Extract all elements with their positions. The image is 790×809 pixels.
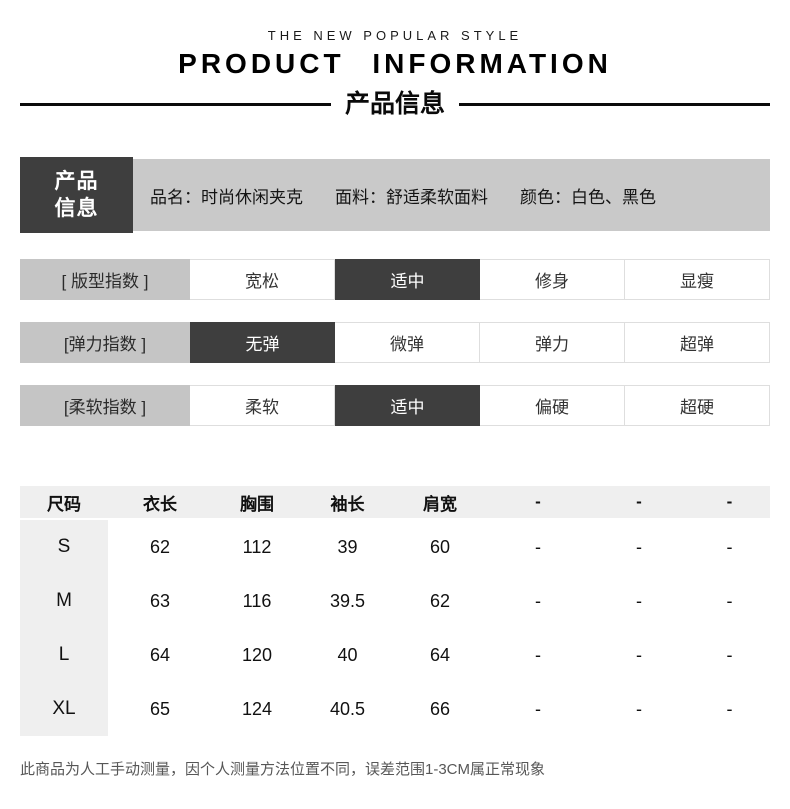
value-cell: - xyxy=(726,698,733,719)
value-cell: 40 xyxy=(337,644,358,665)
footer: 此商品为人工手动测量，因个人测量方法位置不同，误差范围1-3CM属正常现象 xyxy=(20,758,770,779)
indicator-option: 柔软 xyxy=(190,385,335,426)
indicator-row: [柔软指数 ] 柔软 适中 偏硬 超硬 xyxy=(20,385,770,426)
product-info-label-line1: 产品 xyxy=(54,169,99,193)
indicator-option: 超硬 xyxy=(625,385,770,426)
subtitle-divider: 产品信息 xyxy=(20,87,771,121)
size-cell: XL xyxy=(20,682,108,736)
value-cell: - xyxy=(636,536,642,557)
value-cell: - xyxy=(636,590,642,611)
indicator-option: 修身 xyxy=(480,259,625,300)
indicator-option: 弹力 xyxy=(480,322,625,363)
value-cell: 63 xyxy=(149,590,171,611)
size-cell: L xyxy=(20,628,108,682)
page-title: PRODUCT INFORMATION xyxy=(178,48,612,79)
size-table-header-cell: 肩宽 xyxy=(393,486,487,518)
size-table: 尺码 衣长 胸围 袖长 肩宽 - - - S 62 112 39 60- - - M 63 116 39.5 62- -… xyxy=(20,486,770,736)
size-table-header-cell: - xyxy=(487,486,589,518)
value-cell: 64 xyxy=(149,644,171,665)
value-cell: - xyxy=(535,590,541,611)
indicator-option-selected: 无弹 xyxy=(190,322,335,363)
subtitle-text: 产品信息 xyxy=(345,89,446,118)
value-cell: - xyxy=(535,536,541,557)
product-info-label-box: 产品 信息 xyxy=(20,157,133,233)
product-field: 品名：时尚休闲夹克 xyxy=(150,187,303,207)
indicator-option-selected: 适中 xyxy=(335,385,480,426)
divider-line-right xyxy=(459,102,771,106)
size-table-row: S 62 112 39 60 - - - xyxy=(20,520,770,574)
value-cell: 39 xyxy=(337,536,358,557)
value-cell: 116 xyxy=(242,590,272,611)
size-table-header-cell: 胸围 xyxy=(212,486,302,518)
value-cell: - xyxy=(535,644,541,665)
indicator-option: 显瘦 xyxy=(625,259,770,300)
indicator-label: [柔软指数 ] xyxy=(20,385,190,426)
value-cell: 62 xyxy=(429,590,451,611)
value-cell: - xyxy=(726,590,733,611)
size-table-header-cell: 袖长 xyxy=(302,486,393,518)
indicator-option: 超弹 xyxy=(625,322,770,363)
size-table-row: XL 65 124 40.5 66 - - - xyxy=(20,682,770,736)
product-info-fields: 品名：时尚休闲夹克 面料：舒适柔软面料 颜色：白色、黑色 xyxy=(133,159,770,231)
indicator-label: [弹力指数 ] xyxy=(20,322,190,363)
indicator-option: 偏硬 xyxy=(480,385,625,426)
indicator-option: 宽松 xyxy=(190,259,335,300)
value-cell: 65 xyxy=(149,698,171,719)
indicator-row: [ 版型指数 ] 宽松 适中 修身 显瘦 xyxy=(20,259,770,300)
product-field: 面料：舒适柔软面料 xyxy=(335,187,488,207)
size-table-row: M 63 116 39.5 62 - - - xyxy=(20,574,770,628)
measurement-note: 此商品为人工手动测量，因个人测量方法位置不同，误差范围1-3CM属正常现象 xyxy=(20,761,546,778)
tagline-text: THE NEW POPULAR STYLE xyxy=(267,28,523,43)
product-info-label-line2: 信息 xyxy=(54,197,99,220)
size-cell: M xyxy=(20,574,108,628)
divider-line-left xyxy=(20,102,331,106)
value-cell: 124 xyxy=(241,698,273,719)
indicator-option: 微弹 xyxy=(335,322,480,363)
value-cell: 64 xyxy=(429,644,451,665)
product-info-bar: 产品 信息 品名：时尚休闲夹克 面料：舒适柔软面料 颜色：白色、黑色 xyxy=(20,157,770,233)
value-cell: 40.5 xyxy=(329,698,366,719)
indicator-label: [ 版型指数 ] xyxy=(20,259,190,300)
size-table-header-cell: 衣长 xyxy=(108,486,212,518)
value-cell: 120 xyxy=(241,644,273,665)
size-table-header-cell: - xyxy=(689,486,770,518)
size-table-row: L 64 120 40 64 - - - xyxy=(20,628,770,682)
value-cell: - xyxy=(726,536,733,557)
value-cell: - xyxy=(726,644,733,665)
size-cell: S xyxy=(20,520,108,574)
header: THE NEW POPULAR STYLE PRODUCT INFORMATIO… xyxy=(20,0,771,121)
value-cell: 62 xyxy=(149,536,171,557)
value-cell: 66 xyxy=(429,698,451,719)
size-table-header-cell: 尺码 xyxy=(20,486,108,518)
indicator-option-selected: 适中 xyxy=(335,259,480,300)
size-table-header-cell: - xyxy=(589,486,689,518)
value-cell: 112 xyxy=(242,536,272,557)
value-cell: - xyxy=(636,698,642,719)
value-cell: - xyxy=(636,644,642,665)
size-table-header-row: 尺码 衣长 胸围 袖长 肩宽 - - - xyxy=(20,486,770,518)
value-cell: 60 xyxy=(429,536,451,557)
indicator-row: [弹力指数 ] 无弹 微弹 弹力 超弹 xyxy=(20,322,770,363)
value-cell: 39.5 xyxy=(329,590,366,611)
product-field: 颜色：白色、黑色 xyxy=(520,187,656,207)
indicator-rows: [ 版型指数 ] 宽松 适中 修身 显瘦 [弹力指数 ] 无弹 微弹 弹力 超弹 [柔软指数 ] 柔软… xyxy=(20,259,770,426)
value-cell: - xyxy=(535,698,541,719)
